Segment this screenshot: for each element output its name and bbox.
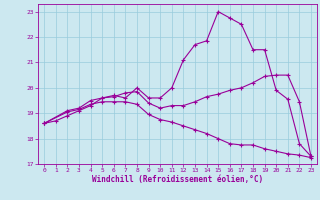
X-axis label: Windchill (Refroidissement éolien,°C): Windchill (Refroidissement éolien,°C) — [92, 175, 263, 184]
